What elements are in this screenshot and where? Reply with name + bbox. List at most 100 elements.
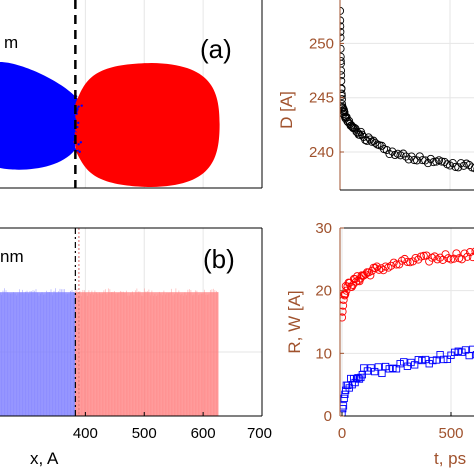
panel-a-label: (a) [200, 34, 232, 64]
panel-a-red-cloud [75, 63, 220, 187]
panel-rw-w-point [340, 394, 348, 402]
panel-rw: 0 10 20 30 0 500 R, W [A] t, ps [285, 220, 474, 468]
panel-d-point [423, 159, 433, 168]
panel-d-point [340, 91, 346, 100]
panel-a-particle [78, 150, 81, 153]
panel-a-blue-cloud [0, 62, 79, 170]
panel-d-point [340, 57, 345, 66]
panel-d-point [412, 156, 422, 165]
panel-a-particle [75, 147, 79, 151]
panel-rw-r-point [347, 282, 356, 291]
panel-rw-r-point [375, 265, 384, 274]
panel-rw-r-point [392, 260, 401, 269]
panel-rw-r-point [341, 290, 350, 299]
panel-d-point [340, 66, 346, 75]
panel-d-point [385, 149, 394, 159]
panel-b-annotation: nm [0, 247, 24, 266]
panel-rw-r-point [371, 264, 380, 273]
panel-d-point [470, 164, 474, 173]
panel-rw-x-tick-label: 0 [338, 425, 346, 442]
panel-rw-x-label: t, ps [434, 449, 466, 468]
panel-rw-x-tick-label: 500 [438, 425, 463, 442]
panel-a-particle [80, 104, 83, 107]
panel-d-point [410, 155, 419, 165]
panel-b-label: (b) [203, 244, 235, 274]
panel-rw-w-point [472, 351, 474, 359]
panel-b-blue-density [0, 288, 76, 416]
panel-d-point [445, 161, 455, 170]
panel-rw-r-point [449, 254, 458, 263]
panel-rw-r-point [463, 252, 472, 261]
panel-d-point [429, 158, 438, 167]
panel-rw-r-point [340, 301, 348, 310]
panel-a-particle [76, 108, 79, 111]
panel-d-point [382, 145, 391, 155]
panel-a-particle [80, 112, 83, 115]
panel-b-tick-label: 600 [191, 425, 216, 442]
panel-rw-y-tick-label: 20 [315, 283, 332, 300]
panel-d-point [456, 159, 466, 168]
panel-d-point [345, 116, 354, 125]
panel-rw-r-point [340, 307, 347, 316]
panel-a-particle [77, 143, 80, 146]
panel-d-point [340, 95, 346, 104]
panel-d: 240 245 250 D [A] [277, 0, 474, 191]
panel-rw-w-point [340, 410, 346, 416]
panel-a-particle [75, 116, 79, 119]
panel-d-point [451, 162, 460, 171]
panel-a-particle [76, 125, 79, 129]
panel-a: m (a) [0, 0, 263, 189]
panel-d-tick-label: 250 [309, 35, 334, 52]
panel-a-particle [81, 139, 85, 142]
panel-rw-w-point [357, 373, 365, 382]
panel-d-point [421, 156, 430, 165]
panel-d-point [459, 161, 468, 170]
panel-a-plot-area [0, 0, 220, 188]
panel-b-tick-label: 500 [132, 425, 157, 442]
panel-d-point [371, 138, 380, 147]
panel-rw-w-point [378, 369, 386, 378]
panel-rw-y-tick-label: 0 [324, 408, 332, 425]
panel-rw-plot-area [340, 247, 474, 416]
panel-b-x-label: x, A [30, 449, 59, 468]
panel-d-tick-label: 245 [309, 90, 334, 107]
panel-rw-r-point [419, 251, 428, 260]
panel-a-particle [78, 117, 82, 120]
panel-rw-r-point [414, 255, 423, 264]
panel-b-tick-label: 400 [73, 425, 98, 442]
panel-a-annotation: m [4, 33, 18, 52]
panel-rw-x-ticks: 0 500 [338, 412, 464, 442]
panel-a-particle [73, 118, 77, 121]
panel-a-particle [79, 141, 83, 144]
panel-d-point [401, 152, 411, 161]
panel-b-red-density [74, 288, 219, 416]
panel-rw-y-tick-label: 10 [315, 345, 332, 362]
panel-d-point [399, 149, 408, 158]
panel-d-y-ticks: 240 245 250 [309, 35, 344, 161]
panel-d-point [340, 44, 345, 53]
panel-d-point [404, 155, 413, 164]
panel-d-point [340, 6, 345, 15]
panel-d-y-label: D [A] [277, 91, 296, 129]
panel-rw-r-point [403, 257, 412, 266]
panel-a-particle [78, 130, 81, 134]
panel-rw-r-point [384, 263, 393, 272]
panel-rw-y-ticks: 0 10 20 30 [315, 220, 344, 425]
panel-b-plot-area [0, 228, 219, 416]
panel-rw-w-point [344, 381, 352, 390]
panel-d-point [340, 108, 349, 117]
panel-rw-r-point [389, 258, 398, 267]
panel-d-point [340, 71, 346, 80]
panel-rw-r-point [366, 271, 375, 280]
panel-a-particle [74, 131, 78, 135]
panel-d-point [353, 128, 362, 137]
panel-d-tick-label: 240 [309, 144, 334, 161]
panel-b-x-ticks: 400 500 600 700 [73, 412, 272, 442]
panel-rw-r-point [430, 252, 439, 261]
panel-d-point [340, 104, 348, 113]
panel-b: 400 500 600 700 x, A nm (b) [0, 227, 272, 468]
panel-a-particle [77, 105, 80, 108]
panel-a-particle [81, 99, 84, 103]
panel-d-point [340, 52, 345, 61]
